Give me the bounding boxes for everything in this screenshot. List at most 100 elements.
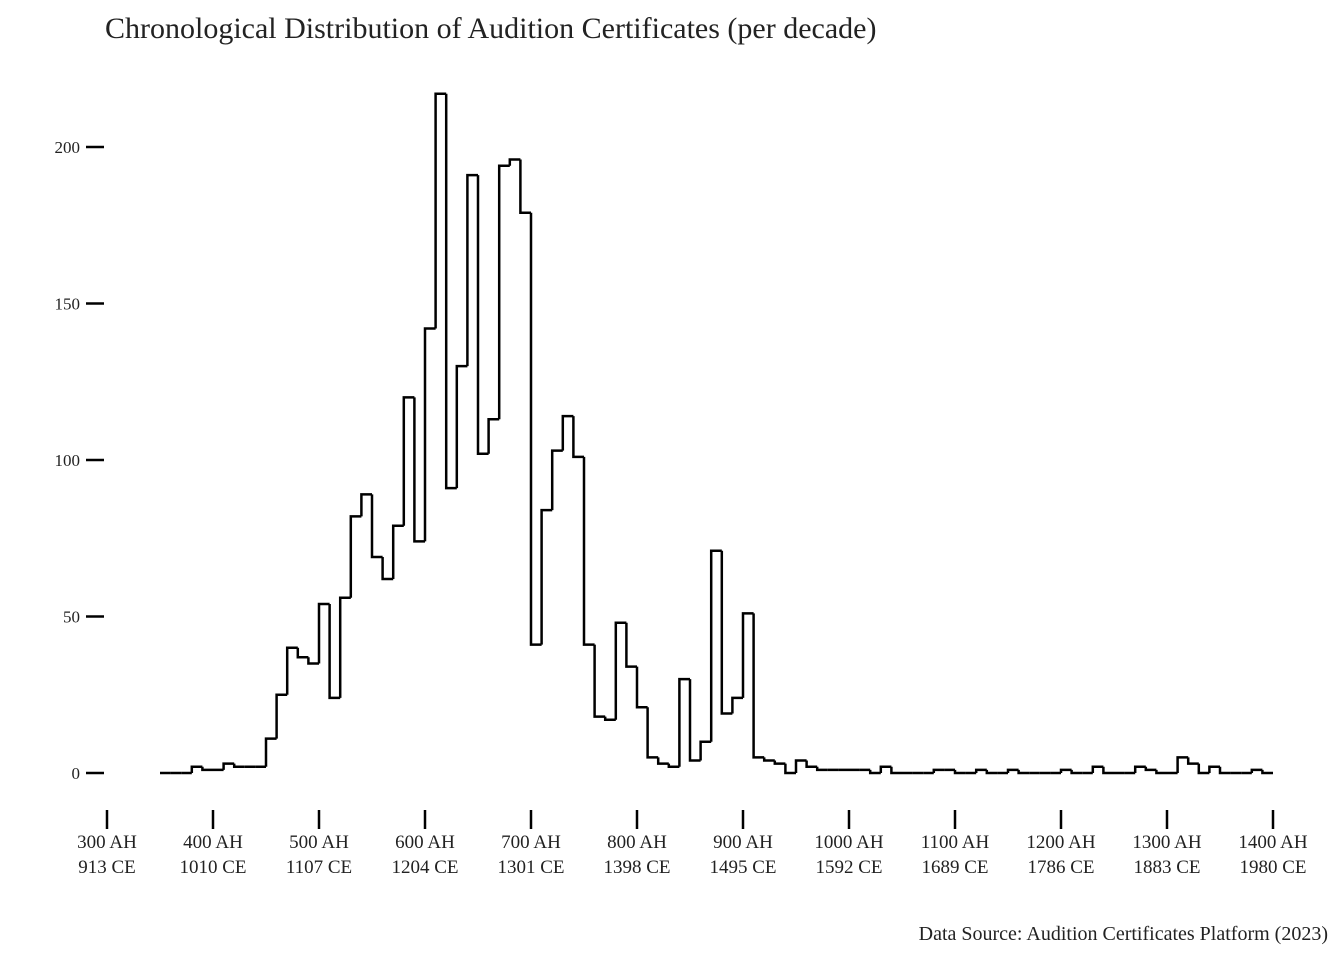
histogram-step (1091, 765, 1104, 773)
histogram-step (190, 765, 203, 773)
x-tick-label: 1689 CE (921, 857, 988, 878)
x-tick-label: 800 AH (607, 832, 667, 853)
histogram-step (868, 769, 881, 775)
histogram-step (1006, 768, 1019, 773)
chart-title: Chronological Distribution of Audition C… (105, 12, 876, 45)
histogram-step (1133, 765, 1146, 773)
histogram-step (762, 757, 775, 762)
histogram-step (688, 679, 701, 762)
histogram-step (317, 602, 330, 664)
histogram-step (508, 158, 521, 166)
histogram-step (466, 173, 478, 367)
x-tick-label: 1100 AH (921, 832, 990, 853)
histogram-step (720, 550, 733, 715)
histogram-step (741, 612, 754, 698)
x-tick-label: 1883 CE (1133, 857, 1200, 878)
histogram-step (402, 396, 415, 526)
histogram-step (890, 766, 902, 775)
histogram-step (1186, 757, 1199, 765)
histogram-step (328, 603, 341, 700)
histogram-step (338, 596, 351, 698)
x-tick-label: 1000 AH (814, 832, 883, 853)
histogram-step (455, 364, 468, 489)
histogram-step (550, 449, 563, 511)
histogram-step (275, 693, 288, 739)
histogram-step (1176, 756, 1189, 773)
x-tick-label: 500 AH (289, 832, 349, 853)
y-tick-label: 200 (55, 138, 81, 157)
histogram-step (985, 769, 998, 775)
x-tick-label: 1200 AH (1026, 832, 1095, 853)
histogram-step (784, 763, 796, 775)
histogram-step (423, 327, 436, 542)
histogram-step (561, 414, 574, 451)
histogram-step (476, 175, 489, 455)
histogram-step (773, 760, 786, 765)
histogram-step (391, 524, 404, 579)
x-tick-label: 300 AH (77, 832, 137, 853)
histogram-step (678, 677, 690, 767)
histogram-step (709, 549, 722, 742)
x-tick-label: 913 CE (78, 857, 136, 878)
x-tick-label: 400 AH (183, 832, 243, 853)
histogram-step (805, 760, 818, 768)
x-tick-label: 1107 CE (286, 857, 352, 878)
histogram-step (974, 768, 987, 773)
histogram-step (582, 456, 595, 646)
histogram-step (1144, 766, 1157, 772)
histogram-step (370, 494, 383, 559)
x-tick-label: 1204 CE (391, 857, 458, 878)
x-tick-label: 1592 CE (815, 857, 882, 878)
histogram-step (1208, 765, 1220, 773)
histogram-step (1059, 768, 1072, 773)
histogram-step (232, 763, 245, 768)
histogram-step (540, 508, 553, 645)
histogram-step (497, 164, 510, 420)
histogram-step (201, 766, 213, 772)
histogram-step (1261, 769, 1273, 775)
histogram-step (529, 212, 542, 646)
histogram-step (349, 515, 362, 598)
histogram-step (222, 762, 235, 770)
histogram-step (1250, 768, 1263, 773)
x-tick-label: 1300 AH (1132, 832, 1201, 853)
histogram-step (815, 766, 828, 772)
x-tick-label: 1400 AH (1238, 832, 1307, 853)
histogram-step (572, 416, 584, 459)
histogram-step (307, 657, 319, 665)
histogram-step (667, 763, 680, 768)
histogram-step (413, 397, 425, 543)
histogram-step (1155, 769, 1167, 775)
y-tick-label: 0 (72, 764, 81, 783)
histogram-step (487, 418, 500, 454)
histogram-step (1218, 766, 1231, 775)
histogram-step (699, 740, 712, 761)
x-tick-label: 1301 CE (497, 857, 564, 878)
histogram-step (285, 646, 298, 695)
x-tick-label: 900 AH (713, 832, 773, 853)
histogram-step (614, 621, 627, 720)
y-tick-label: 150 (55, 295, 81, 314)
histogram-step (646, 707, 659, 759)
source-note: Data Source: Audition Certificates Platf… (919, 923, 1328, 945)
histogram-step (519, 159, 531, 214)
histogram-step (879, 765, 892, 773)
histogram-step (1070, 769, 1083, 775)
y-tick-label: 50 (63, 608, 80, 627)
histogram-step (1017, 769, 1030, 775)
x-tick-label: 1786 CE (1027, 857, 1094, 878)
histogram-step (603, 716, 616, 722)
histogram-step (381, 557, 394, 581)
histogram-step (625, 622, 637, 668)
x-tick-label: 1980 CE (1239, 857, 1306, 878)
x-tick-label: 1495 CE (709, 857, 776, 878)
y-tick-label: 100 (55, 451, 81, 470)
histogram-step (1102, 766, 1114, 775)
histogram-step (360, 493, 372, 517)
histogram-step (296, 647, 309, 659)
histogram-step (593, 644, 606, 718)
x-tick-label: 600 AH (395, 832, 455, 853)
histogram-step (656, 757, 669, 765)
histogram-step (635, 666, 648, 709)
